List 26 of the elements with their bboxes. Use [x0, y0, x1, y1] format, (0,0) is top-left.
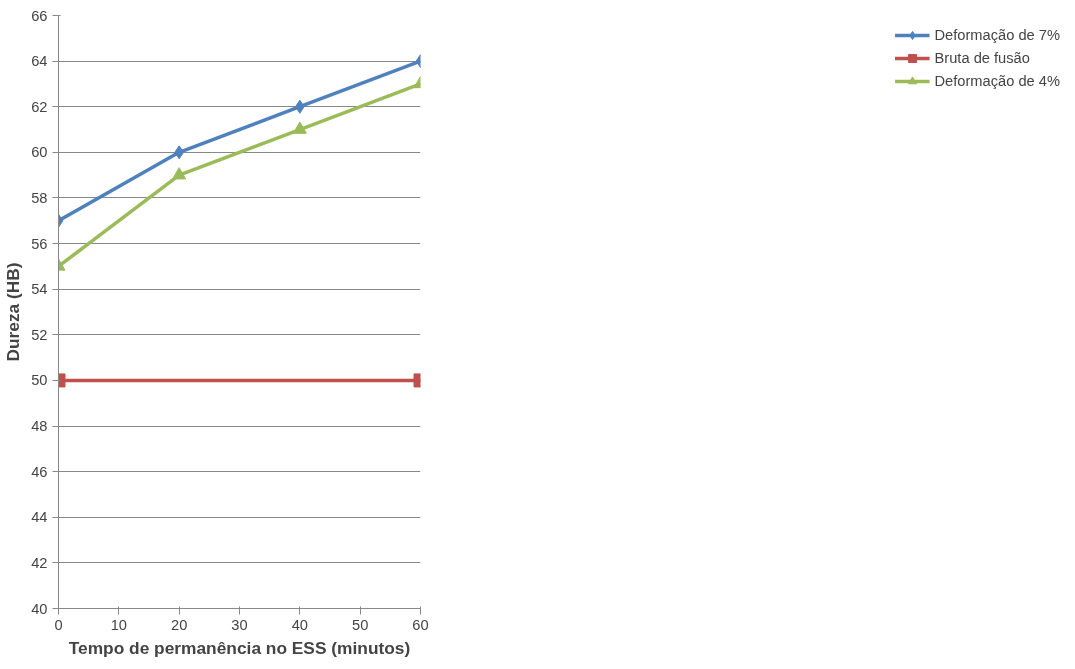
legend-label: Bruta de fusão: [934, 50, 1030, 66]
y-tick-label: 50: [31, 372, 48, 389]
y-tick-label: 62: [31, 98, 48, 115]
legend-label: Deformação de 4%: [934, 73, 1060, 89]
y-tick-label: 52: [31, 326, 48, 343]
x-tick-label: 0: [54, 616, 63, 633]
y-tick-label: 42: [31, 554, 48, 571]
legend-label: Deformação de 7%: [934, 27, 1060, 43]
y-tick-label: 56: [31, 235, 48, 252]
y-tick-label: 44: [31, 509, 48, 526]
y-tick-label: 64: [31, 53, 48, 70]
x-axis-title: Tempo de permanência no ESS (minutos): [68, 637, 411, 658]
y-tick-label: 54: [31, 281, 48, 298]
y-tick-label: 58: [31, 189, 48, 206]
y-tick-label: 46: [31, 463, 48, 480]
y-tick-label: 40: [31, 600, 48, 617]
x-tick-label: 10: [110, 616, 127, 633]
y-tick-label: 48: [31, 418, 48, 435]
y-tick-label: 66: [31, 7, 48, 24]
x-tick-label: 40: [291, 616, 308, 633]
x-tick-label: 60: [412, 616, 429, 633]
y-tick-label: 60: [31, 144, 48, 161]
x-tick-label: 50: [352, 616, 369, 633]
x-tick-label: 20: [171, 616, 188, 633]
y-axis-title: Dureza (HB): [3, 262, 24, 362]
x-tick-label: 30: [231, 616, 248, 633]
